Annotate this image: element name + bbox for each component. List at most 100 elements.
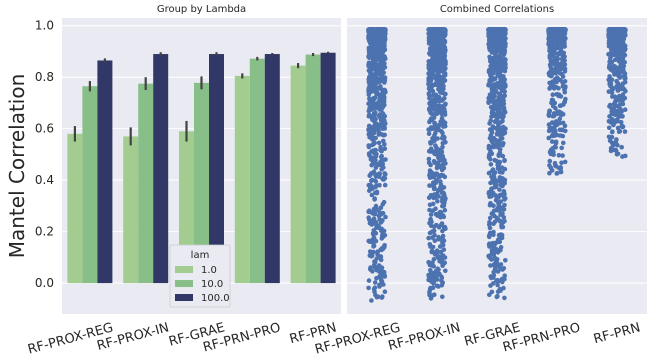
scatter-point <box>622 47 627 53</box>
scatter-point <box>372 95 377 101</box>
scatter-point <box>563 27 568 32</box>
scatter-point <box>428 285 433 291</box>
scatter-point <box>428 146 434 152</box>
right-chart-title: Combined Correlations <box>440 4 554 15</box>
scatter-point <box>560 84 566 89</box>
scatter-point <box>369 33 375 39</box>
bar <box>234 75 250 284</box>
scatter-point <box>490 167 496 172</box>
scatter-point <box>435 199 440 204</box>
scatter-point <box>380 230 386 235</box>
scatter-point <box>368 172 373 177</box>
scatter-point <box>374 183 379 189</box>
scatter-point <box>428 162 433 168</box>
scatter-point <box>369 222 375 227</box>
scatter-point <box>376 140 382 146</box>
scatter-point <box>382 175 388 181</box>
scatter-point <box>438 222 444 228</box>
scatter-point <box>381 65 387 71</box>
scatter-point <box>560 153 565 158</box>
scatter-point <box>440 154 446 159</box>
scatter-point <box>436 155 442 161</box>
scatter-point <box>558 103 564 108</box>
bar <box>153 54 169 284</box>
scatter-point <box>430 98 436 103</box>
scatter-point <box>427 60 432 66</box>
scatter-point <box>379 86 384 92</box>
scatter-point <box>501 98 506 103</box>
scatter-point <box>609 31 614 36</box>
scatter-point <box>548 151 554 157</box>
scatter-point <box>622 31 628 37</box>
scatter-point <box>436 284 441 289</box>
scatter-point <box>548 40 553 46</box>
scatter-point <box>382 289 388 295</box>
scatter-point <box>426 259 431 265</box>
scatter-point <box>609 34 614 39</box>
scatter-point <box>611 69 617 75</box>
scatter-point <box>375 127 381 132</box>
scatter-point <box>490 139 495 145</box>
scatter-point <box>379 265 385 271</box>
scatter-point <box>551 44 557 50</box>
scatter-point <box>497 286 503 292</box>
scatter-point <box>382 142 387 147</box>
scatter-point <box>611 63 617 69</box>
scatter-point <box>437 244 443 249</box>
scatter-point <box>492 249 498 255</box>
bar <box>264 54 280 284</box>
scatter-point <box>608 59 613 64</box>
scatter-point <box>488 58 494 64</box>
scatter-point <box>620 52 625 58</box>
scatter-point <box>379 167 385 172</box>
scatter-point <box>426 127 431 132</box>
scatter-point <box>369 132 375 138</box>
scatter-point <box>500 211 505 216</box>
legend-items: 1.0 10.0 100.0 <box>175 265 230 304</box>
scatter-point <box>498 59 503 65</box>
scatter-point <box>486 153 492 158</box>
scatter-point <box>615 88 621 93</box>
scatter-point <box>436 234 441 240</box>
scatter-point <box>487 292 492 298</box>
scatter-point <box>366 209 371 215</box>
scatter-point <box>559 61 564 66</box>
bar <box>194 82 209 284</box>
scatter-point <box>501 215 507 220</box>
scatter-point <box>438 165 444 170</box>
scatter-point <box>427 101 432 106</box>
scatter-point <box>547 62 553 68</box>
right-points <box>366 27 628 303</box>
scatter-point <box>381 269 387 275</box>
scatter-point <box>373 76 378 82</box>
scatter-point <box>493 37 499 42</box>
legend-label: 10.0 <box>201 279 223 290</box>
scatter-point <box>609 134 615 140</box>
scatter-point <box>557 71 563 76</box>
scatter-point <box>614 84 620 89</box>
scatter-point <box>611 122 616 128</box>
scatter-point <box>437 54 443 60</box>
scatter-point <box>428 52 433 57</box>
scatter-point <box>497 150 503 155</box>
scatter-point <box>381 54 386 60</box>
scatter-point <box>556 42 562 48</box>
scatter-point <box>494 278 499 284</box>
scatter-point <box>497 106 503 112</box>
scatter-point <box>502 65 508 70</box>
scatter-point <box>372 39 378 45</box>
bar <box>320 52 336 284</box>
scatter-point <box>492 261 498 267</box>
scatter-point <box>559 145 564 151</box>
scatter-point <box>378 205 384 210</box>
scatter-point <box>622 79 628 85</box>
scatter-point <box>429 276 435 282</box>
scatter-point <box>488 104 494 110</box>
scatter-point <box>623 88 628 94</box>
scatter-point <box>612 33 618 39</box>
y-tick-label: 0.0 <box>35 276 54 290</box>
scatter-point <box>614 117 620 122</box>
scatter-point <box>551 86 557 91</box>
scatter-point <box>372 159 378 165</box>
scatter-point <box>608 83 613 89</box>
